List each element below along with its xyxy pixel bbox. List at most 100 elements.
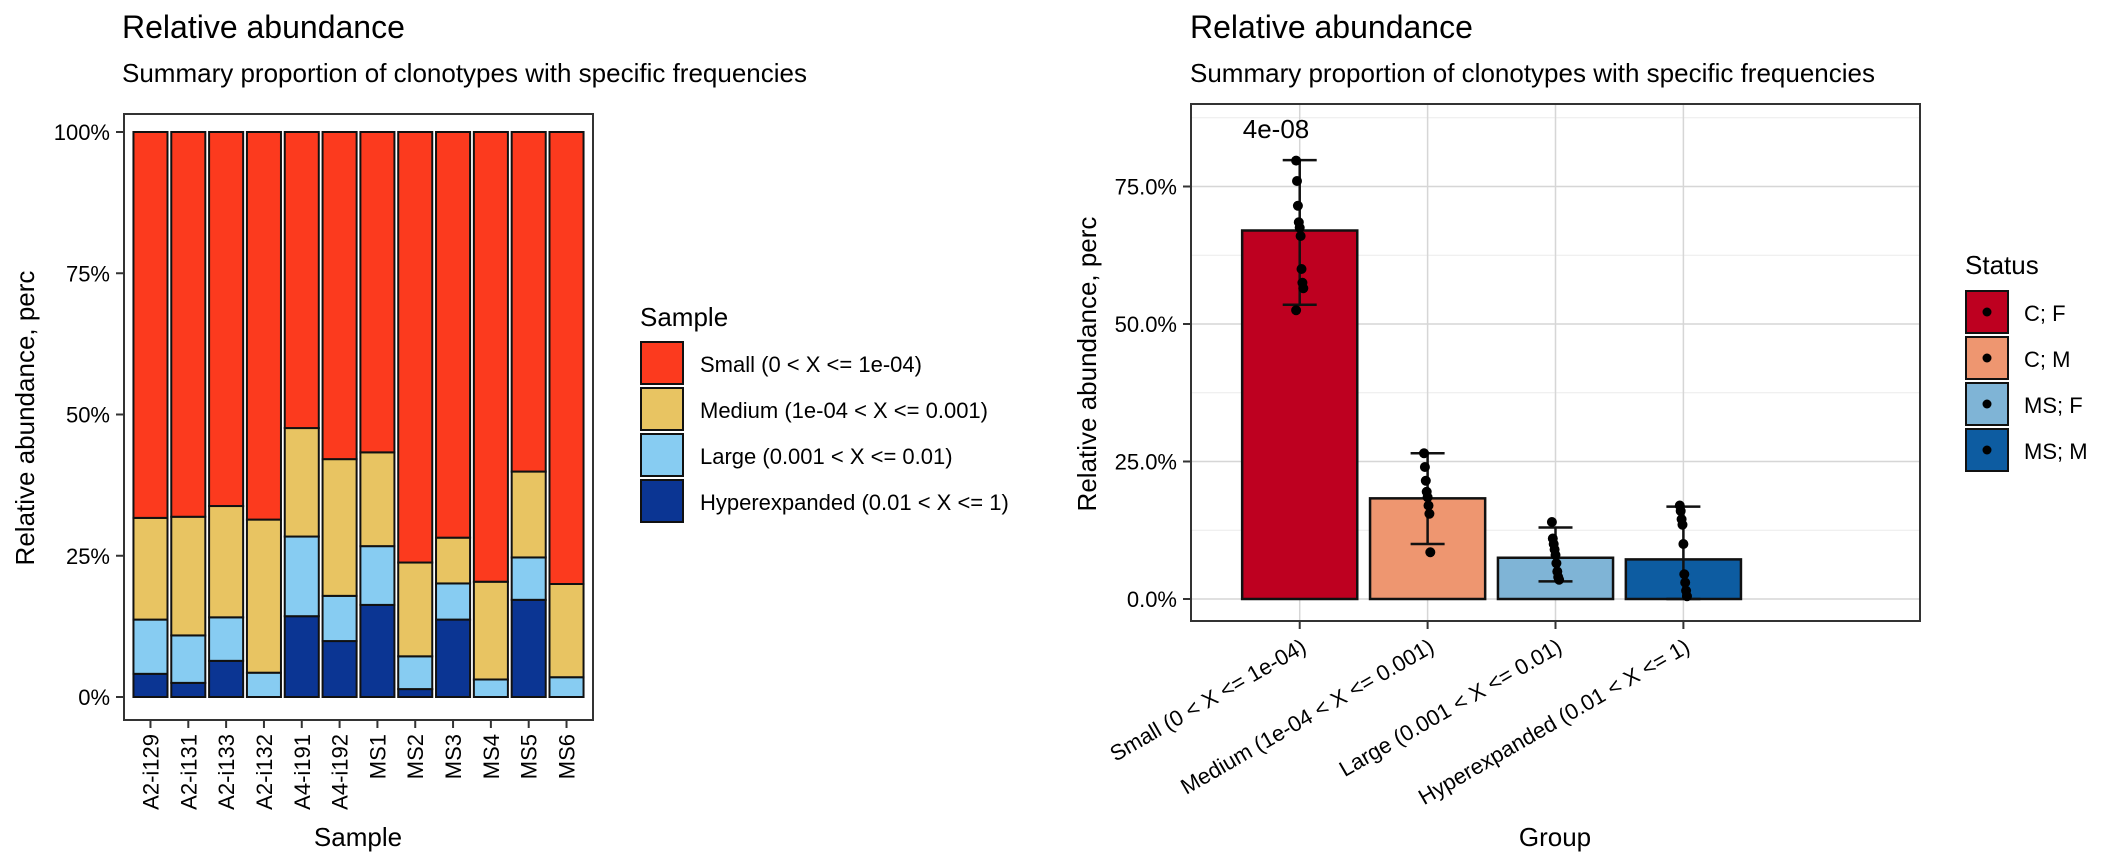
chart2-data-point <box>1424 508 1435 519</box>
chart1-bar-segment <box>359 451 396 548</box>
chart1-bar-segment <box>321 131 358 461</box>
chart2-data-point <box>1295 231 1306 241</box>
chart1-x-tick-label: MS2 <box>403 734 428 779</box>
chart2-data-point <box>1677 519 1688 530</box>
chart2-data-point <box>1546 517 1557 527</box>
chart1-panel-border <box>123 113 594 721</box>
chart2-data-point <box>1422 492 1433 503</box>
chart1-legend-swatch <box>640 433 684 477</box>
chart1-bar-segment <box>359 603 396 699</box>
chart1-legend-swatch <box>640 341 684 385</box>
chart1-bar-segment <box>132 131 169 519</box>
chart2-y-tick-label: 25.0% <box>1115 450 1177 475</box>
chart1-legend-swatch <box>640 479 684 523</box>
chart2-data-point <box>1291 305 1302 316</box>
chart1-x-tick-label: A2-i133 <box>214 734 239 810</box>
chart1-bar-segment <box>245 131 282 521</box>
chart1-legend-label: Large (0.001 < X <= 0.01) <box>700 444 953 469</box>
chart1-bar-segment <box>397 688 434 699</box>
chart1-x-ticks: A2-i129 A2-i131 A2-i133 A2-i132 A4-i191 A4-i1… <box>138 720 580 810</box>
chart2-data-point <box>1675 506 1686 516</box>
chart1-bar-segment <box>283 535 320 618</box>
chart2-subtitle: Summary proportion of clonotypes with sp… <box>1190 58 1875 88</box>
chart1-bar-segment <box>397 131 434 564</box>
chart2-data-point <box>1554 574 1565 585</box>
chart2-data-point <box>1419 448 1430 459</box>
chart1-y-tick-label: 75% <box>66 261 110 286</box>
chart1-bar-segment <box>208 131 245 508</box>
chart1-bar-segment <box>283 615 320 699</box>
chart1-bar-segment <box>548 583 585 679</box>
chart1-bar-segment <box>435 536 472 585</box>
chart1-bar-segment <box>397 655 434 691</box>
chart1-legend-label: Hyperexpanded (0.01 < X <= 1) <box>700 490 1009 515</box>
chart2-legend-point <box>1982 307 1992 317</box>
chart1-y-tick-label: 50% <box>66 403 110 428</box>
chart1-x-axis-label: Sample <box>314 822 402 852</box>
chart1-bar-segment <box>435 618 472 698</box>
chart1-bar-segment <box>472 580 509 681</box>
chart1-bar-segment <box>170 634 207 684</box>
chart1-bar-segment <box>548 676 585 698</box>
chart2-data-point <box>1419 462 1430 472</box>
chart2-x-axis-label: Group <box>1519 822 1591 852</box>
chart1-bar-segment <box>510 556 547 601</box>
chart2-data-point <box>1291 155 1302 166</box>
chart1-x-tick-label: A4-i192 <box>328 734 353 810</box>
chart2-data-point <box>1680 577 1691 588</box>
chart1-legend-title: Sample <box>640 302 728 332</box>
chart2-legend-label: MS; F <box>2024 393 2083 418</box>
chart1-x-tick-label: MS3 <box>441 734 466 779</box>
chart1-x-tick-label: A2-i132 <box>252 734 277 810</box>
chart1-bar-segment <box>170 131 207 518</box>
chart2-legend-label: C; F <box>2024 301 2066 326</box>
chart2-y-tick-label: 75.0% <box>1115 175 1177 200</box>
chart1-bar-segment <box>170 515 207 637</box>
chart1-bar-segment <box>435 131 472 539</box>
chart1-y-axis-label: Relative abundance, perc <box>10 271 40 566</box>
chart2-y-tick-label: 50.0% <box>1115 312 1177 337</box>
chart1-bar-segment <box>245 518 282 674</box>
chart2-data-point <box>1679 569 1690 580</box>
chart1-y-tick-label: 0% <box>78 685 110 710</box>
chart2-y-ticks: 0.0% 25.0% 50.0% 75.0% <box>1115 175 1191 612</box>
chart2-bars <box>1240 229 1743 601</box>
chart1-bar-segment <box>472 678 509 698</box>
chart1-y-ticks: 0% 25% 50% 75% 100% <box>54 120 124 710</box>
chart2-legend-point <box>1982 353 1992 363</box>
chart1-bar-segment <box>321 640 358 699</box>
chart1-bar-segment <box>510 131 547 473</box>
chart2-legend-label: MS; M <box>2024 439 2088 464</box>
chart2-x-ticks: Small (0 < X <= 1e-04)Medium (1e-04 < X … <box>1105 621 1694 810</box>
chart1-bar-segment <box>132 672 169 699</box>
chart1-bar-segment <box>208 505 245 619</box>
chart1-x-tick-label: MS5 <box>517 734 542 779</box>
chart1-bar-segment <box>359 131 396 454</box>
chart2-data-point <box>1551 558 1562 569</box>
chart2-data-point <box>1423 500 1434 511</box>
chart1-legend-label: Small (0 < X <= 1e-04) <box>700 352 922 377</box>
chart2-data-point <box>1294 222 1305 233</box>
chart1-bar-segment <box>510 470 547 559</box>
chart1-bar-segment <box>283 131 320 430</box>
chart2-data-point <box>1678 539 1689 549</box>
chart1-bar-segment <box>245 671 282 699</box>
chart2-legend-point <box>1982 445 1992 455</box>
chart1-bar-segment <box>321 594 358 643</box>
chart1-x-tick-label: A2-i131 <box>176 734 201 810</box>
chart2-y-tick-label: 0.0% <box>1127 587 1177 612</box>
chart2-legend-title: Status <box>1965 250 2039 280</box>
chart1-bar-segment <box>397 561 434 658</box>
chart1-bars <box>132 131 585 699</box>
chart2-x-tick-label: Large (0.001 < X <= 0.01) <box>1335 634 1566 782</box>
chart1-bar-segment <box>472 131 509 583</box>
chart1-bar-segment <box>132 618 169 675</box>
chart1-legend-swatch <box>640 387 684 431</box>
chart2-data-point <box>1550 550 1561 560</box>
chart2-legend: C; F C; M MS; F MS; M <box>1965 290 2088 472</box>
chart1-legend: Small (0 < X <= 1e-04) Medium (1e-04 < X … <box>640 341 1009 523</box>
chart1-bar-segment <box>132 516 169 621</box>
chart1-legend-label: Medium (1e-04 < X <= 0.001) <box>700 398 988 423</box>
chart2-data-point <box>1681 591 1692 602</box>
